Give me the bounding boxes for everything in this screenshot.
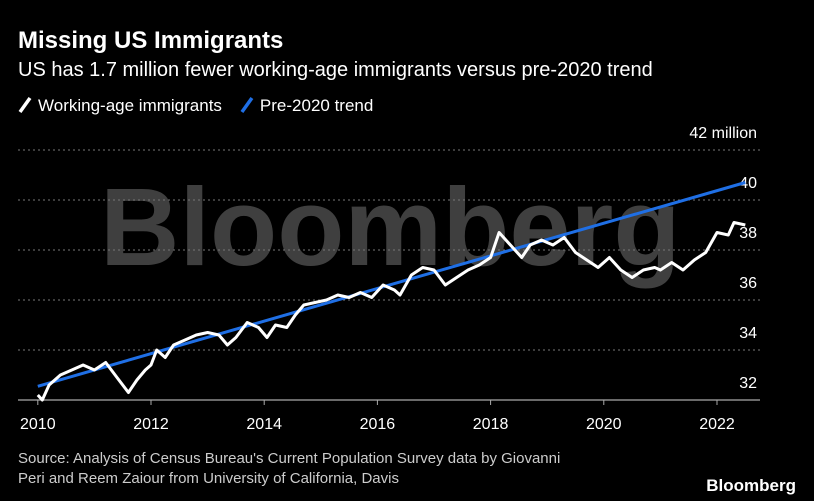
legend: Working-age immigrants Pre-2020 trend (18, 96, 373, 115)
legend-label: Pre-2020 trend (260, 96, 373, 115)
x-tick-label: 2010 (20, 416, 56, 433)
y-tick-label: 32 (739, 375, 757, 392)
x-tick-label: 2022 (699, 416, 735, 433)
x-tick-label: 2016 (360, 416, 396, 433)
x-tick-label: 2020 (586, 416, 622, 433)
y-tick-label: 42 million (689, 125, 757, 142)
chart-title: Missing US Immigrants (18, 27, 283, 54)
legend-swatch (240, 96, 254, 114)
x-tick-label: 2012 (133, 416, 169, 433)
y-tick-label: 36 (739, 275, 757, 292)
series-line (36, 221, 746, 402)
chart-subtitle: US has 1.7 million fewer working-age imm… (18, 59, 653, 81)
legend-swatch (18, 96, 32, 114)
legend-label: Working-age immigrants (38, 96, 222, 115)
source: Source: Analysis of Census Bureau's Curr… (18, 450, 560, 467)
x-tick-label: 2014 (246, 416, 282, 433)
y-tick-label: 40 (739, 175, 757, 192)
logo: Bloomberg (706, 476, 796, 495)
y-tick-label: 38 (739, 225, 757, 242)
y-tick-label: 34 (739, 325, 757, 342)
source: Peri and Reem Zaiour from University of … (18, 470, 399, 487)
plot: 32 34 36 38 40 42 million 2010 2012 2014 2016 2018… (18, 125, 760, 433)
x-tick-label: 2018 (473, 416, 509, 433)
